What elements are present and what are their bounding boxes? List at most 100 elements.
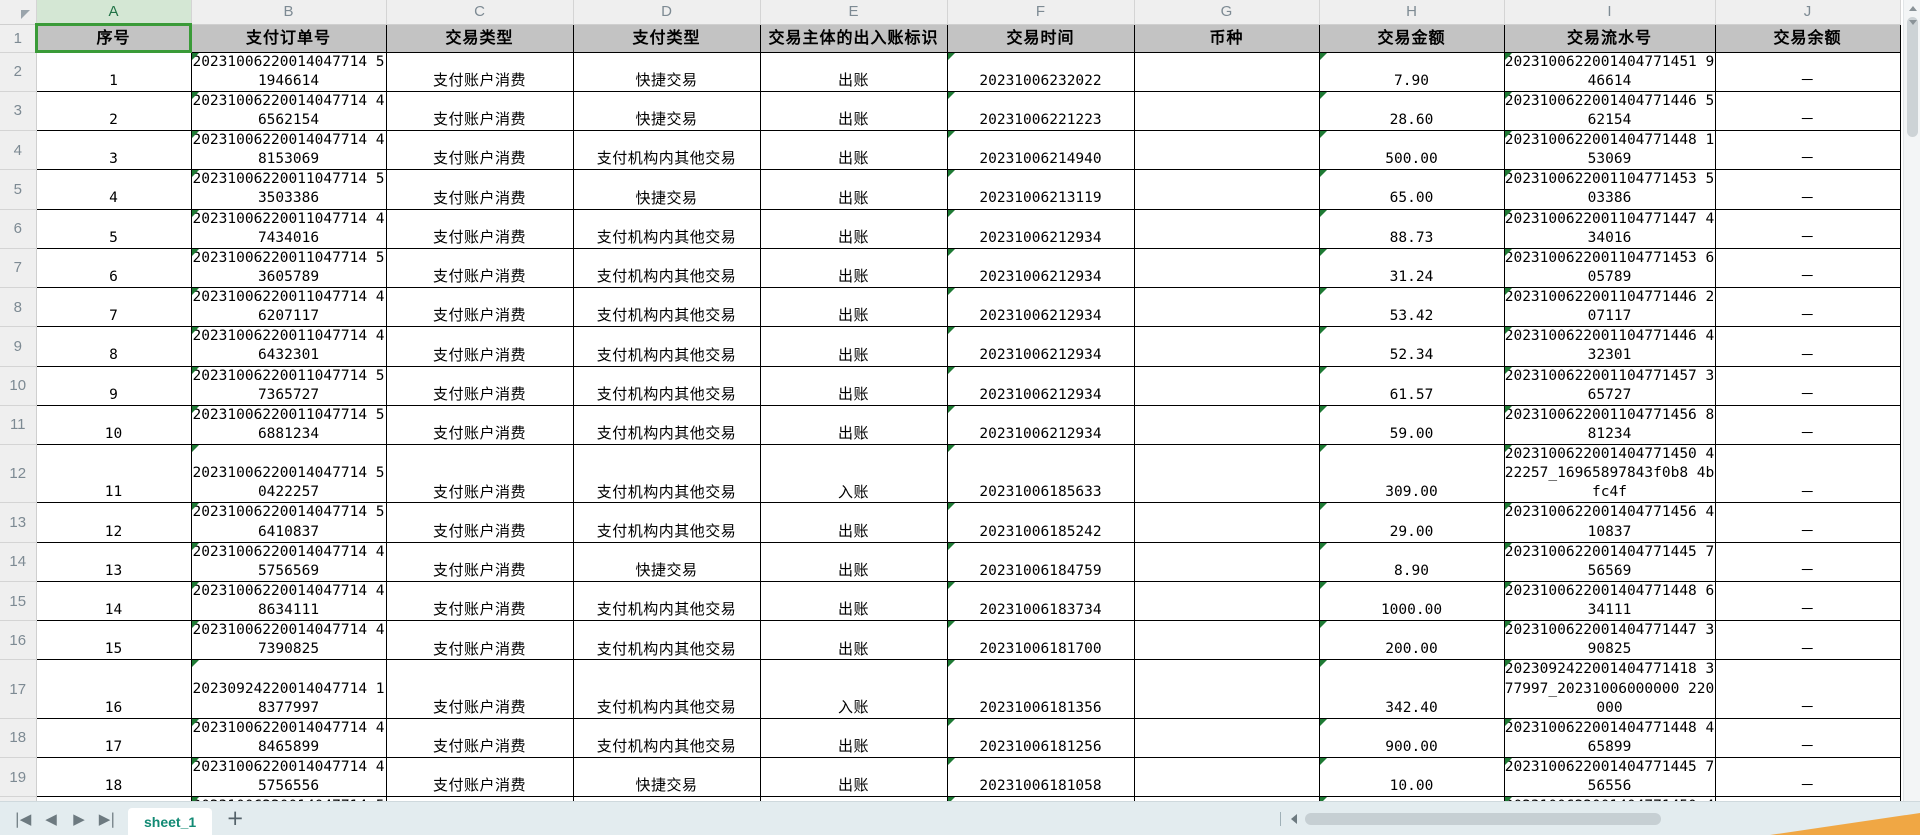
scroll-left-arrow-icon[interactable] [1291,813,1297,824]
cell-order-no-r10[interactable]: 20231006220011047714 56881234 [190,404,387,446]
row-header-5[interactable]: 5 [0,169,37,210]
add-sheet-icon[interactable]: + [226,806,244,830]
cell-amount-r3[interactable]: 500.00 [1318,129,1505,171]
header-cell-currency[interactable]: 币种 [1133,24,1320,53]
cell-order-no-r18[interactable]: 20231006220014047714 45756556 [190,756,387,798]
cell-amount-r10[interactable]: 59.00 [1318,404,1505,446]
column-header-h[interactable]: H [1319,0,1505,25]
cell-pay-type-r18[interactable]: 快捷交易 [572,756,761,798]
cell-serial-r17[interactable]: 17 [35,717,192,759]
cell-txn-time-r6[interactable]: 20231006212934 [946,247,1135,289]
cell-txn-time-r4[interactable]: 20231006213119 [946,169,1135,210]
table-row[interactable]: 4 3 20231006220014047714 48153069 支付账户消费 支付机… [0,129,1901,171]
cell-txn-time-r15[interactable]: 20231006181700 [946,620,1135,661]
cell-direction-r3[interactable]: 出账 [759,129,948,171]
table-row[interactable]: 11 10 20231006220011047714 56881234 支付账户消费支… [0,404,1901,446]
cell-txn-type-r12[interactable]: 支付账户消费 [385,502,574,543]
header-cell-direction[interactable]: 交易主体的出入账标识 [759,24,948,53]
column-header-j[interactable]: J [1715,0,1901,25]
cell-serial-no-r17[interactable]: 2023100622001404771448 465899 [1503,717,1716,759]
cell-balance-r7[interactable]: － [1714,286,1901,328]
cell-txn-time-r3[interactable]: 20231006214940 [946,129,1135,171]
cell-txn-time-r10[interactable]: 20231006212934 [946,404,1135,446]
column-header-a[interactable]: A [36,0,192,25]
row-header-16[interactable]: 16 [0,620,37,661]
cell-serial-no-r3[interactable]: 2023100622001404771448 153069 [1503,129,1716,171]
cell-pay-type-r13[interactable]: 快捷交易 [572,541,761,582]
cell-pay-type-r4[interactable]: 快捷交易 [572,169,761,210]
header-cell-serial[interactable]: 序号 [35,23,192,53]
header-cell-balance[interactable]: 交易余额 [1714,24,1901,53]
cell-txn-type-r14[interactable]: 支付账户消费 [385,580,574,622]
row-header-3[interactable]: 3 [0,91,37,132]
cell-txn-time-r11[interactable]: 20231006185633 [946,443,1135,504]
cell-serial-r4[interactable]: 4 [35,169,192,210]
cell-currency-r1[interactable] [1133,51,1320,92]
cell-pay-type-r10[interactable]: 支付机构内其他交易 [572,404,761,446]
column-header-c[interactable]: C [386,0,574,25]
row-header-10[interactable]: 10 [0,366,37,406]
cell-txn-time-r12[interactable]: 20231006185242 [946,502,1135,543]
nav-last-sheet-icon[interactable]: ▶| [98,809,116,828]
table-row[interactable]: 13 12 20231006220014047714 56410837 支付账户消费支… [0,502,1901,543]
cell-txn-type-r13[interactable]: 支付账户消费 [385,541,574,582]
column-header-b[interactable]: B [191,0,387,25]
cell-currency-r16[interactable] [1133,659,1320,719]
cell-order-no-r17[interactable]: 20231006220014047714 48465899 [190,717,387,759]
cell-direction-r10[interactable]: 出账 [759,404,948,446]
cell-currency-r3[interactable] [1133,129,1320,171]
cell-order-no-r8[interactable]: 20231006220011047714 46432301 [190,326,387,367]
cell-pay-type-r14[interactable]: 支付机构内其他交易 [572,580,761,622]
cell-serial-no-r4[interactable]: 2023100622001104771453 503386 [1503,169,1716,210]
table-row[interactable]: 3 2 20231006220014047714 46562154 支付账户消费 快捷交… [0,90,1901,132]
column-header-f[interactable]: F [947,0,1135,25]
cell-currency-r11[interactable] [1133,443,1320,504]
cell-amount-r8[interactable]: 52.34 [1318,326,1505,367]
cell-pay-type-r15[interactable]: 支付机构内其他交易 [572,620,761,661]
row-header-13[interactable]: 13 [0,502,37,543]
cell-txn-time-r13[interactable]: 20231006184759 [946,541,1135,582]
grid-body[interactable]: 1 序号 支付订单号 交易类型 支付类型 交易主体的出入账标识 交易时间 币种 … [0,23,1901,801]
cell-order-no-r7[interactable]: 20231006220011047714 46207117 [190,286,387,328]
cell-currency-r7[interactable] [1133,286,1320,328]
cell-txn-time-r7[interactable]: 20231006212934 [946,286,1135,328]
table-row[interactable]: 8 7 20231006220011047714 46207117 支付账户消费 支付机… [0,286,1901,328]
cell-txn-type-r5[interactable]: 支付账户消费 [385,208,574,249]
cell-direction-r14[interactable]: 出账 [759,580,948,622]
row-header-7[interactable]: 7 [0,248,37,289]
cell-amount-r6[interactable]: 31.24 [1318,247,1505,289]
cell-direction-r4[interactable]: 出账 [759,169,948,210]
cell-currency-r12[interactable] [1133,502,1320,543]
row-header-15[interactable]: 15 [0,581,37,622]
cell-direction-r7[interactable]: 出账 [759,286,948,328]
cell-direction-r18[interactable]: 出账 [759,756,948,798]
cell-serial-r9[interactable]: 9 [35,365,192,406]
cell-txn-type-r2[interactable]: 支付账户消费 [385,90,574,132]
cell-serial-r5[interactable]: 5 [35,208,192,249]
cell-txn-time-r8[interactable]: 20231006212934 [946,326,1135,367]
cell-txn-type-r4[interactable]: 支付账户消费 [385,169,574,210]
cell-currency-r4[interactable] [1133,169,1320,210]
cell-amount-r4[interactable]: 65.00 [1318,169,1505,210]
header-cell-order-no[interactable]: 支付订单号 [190,24,387,53]
cell-serial-no-r11[interactable]: 2023100622001404771450 422257_1696589784… [1503,443,1716,504]
cell-amount-r12[interactable]: 29.00 [1318,502,1505,543]
cell-pay-type-r12[interactable]: 支付机构内其他交易 [572,502,761,543]
table-row[interactable]: 16 15 20231006220014047714 47390825 支付账户消费支… [0,620,1901,661]
cell-serial-no-r6[interactable]: 2023100622001104771453 605789 [1503,247,1716,289]
cell-serial-r16[interactable]: 16 [35,659,192,719]
cell-txn-time-r9[interactable]: 20231006212934 [946,365,1135,406]
table-row[interactable]: 9 8 20231006220011047714 46432301 支付账户消费 支付机… [0,326,1901,367]
table-row[interactable]: 5 4 20231006220011047714 53503386 支付账户消费 快捷交… [0,169,1901,210]
cell-direction-r17[interactable]: 出账 [759,717,948,759]
cell-balance-r4[interactable]: － [1714,169,1901,210]
vertical-scrollbar[interactable] [1903,0,1920,801]
cell-direction-r13[interactable]: 出账 [759,541,948,582]
cell-balance-r9[interactable]: － [1714,365,1901,406]
nav-prev-sheet-icon[interactable]: ◀ [45,809,57,828]
cell-balance-r16[interactable]: － [1714,659,1901,719]
cell-pay-type-r6[interactable]: 支付机构内其他交易 [572,247,761,289]
cell-balance-r17[interactable]: － [1714,717,1901,759]
row-header-8[interactable]: 8 [0,287,37,328]
cell-direction-r6[interactable]: 出账 [759,247,948,289]
